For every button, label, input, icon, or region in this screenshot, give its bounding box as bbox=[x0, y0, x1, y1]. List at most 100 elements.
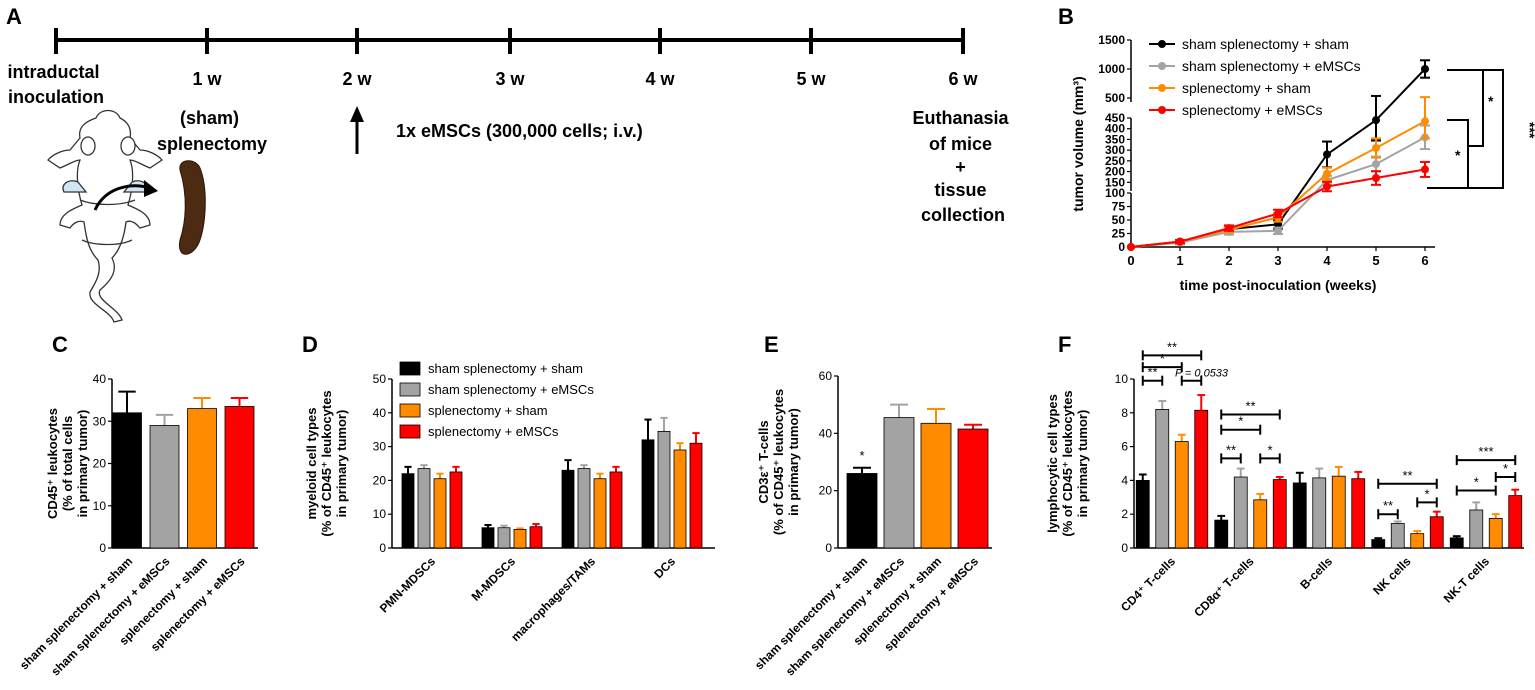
legend-swatch bbox=[399, 361, 421, 376]
bar bbox=[920, 422, 952, 549]
bar bbox=[433, 478, 447, 549]
data-point bbox=[1323, 169, 1331, 178]
panel-f: F 0 2 4 6 8 10 lymphocytic cell types(% of CD4… bbox=[1045, 332, 1524, 620]
y-tick-label: 0 bbox=[99, 541, 106, 555]
bar bbox=[593, 478, 607, 549]
start-label-line1: intraductal bbox=[7, 62, 99, 82]
timepoint-label: 4 w bbox=[645, 69, 675, 89]
y-tick-label: 400 bbox=[1105, 122, 1125, 136]
y-axis-label-line: myeloid cell types bbox=[304, 408, 319, 520]
bar bbox=[641, 439, 655, 549]
y-tick-label: 450 bbox=[1105, 111, 1125, 125]
significance-bracket bbox=[1468, 70, 1484, 147]
y-tick-label: 50 bbox=[373, 372, 387, 386]
timepoint-label: 6 w bbox=[948, 69, 978, 89]
y-tick-label: 10 bbox=[373, 507, 387, 521]
significance-label: * bbox=[1503, 461, 1508, 476]
data-point bbox=[1127, 243, 1135, 251]
bar bbox=[449, 471, 463, 549]
bar bbox=[224, 406, 255, 549]
significance-bracket bbox=[1447, 119, 1469, 188]
timepoint-label: 3 w bbox=[495, 69, 525, 89]
y-tick-label: 0 bbox=[379, 541, 386, 555]
x-tick-label: 1 bbox=[1176, 253, 1183, 268]
bar bbox=[883, 417, 915, 549]
timepoint-label: 1 w bbox=[192, 69, 222, 89]
category-label: CD4⁺ T-cells bbox=[1118, 554, 1178, 614]
data-point bbox=[1176, 237, 1184, 246]
bar bbox=[417, 468, 431, 549]
y-axis-label-line: (% of CD45⁺ leukocytes bbox=[1060, 390, 1075, 536]
bar bbox=[401, 473, 415, 549]
bar bbox=[1155, 409, 1170, 549]
timeline-ticks: 1 w 2 w 3 w 4 w 5 w 6 w bbox=[54, 28, 979, 89]
significance-label: ** bbox=[1383, 498, 1393, 513]
category-label: M-MDSCs bbox=[469, 554, 519, 604]
bar bbox=[561, 469, 575, 549]
significance-label: * bbox=[859, 448, 864, 463]
panel-c: C 0 10 20 30 40 CD45⁺ leukocytes(% of total c… bbox=[17, 332, 258, 678]
category-label: B-cells bbox=[1297, 554, 1335, 592]
data-point bbox=[1372, 143, 1380, 152]
panel-f-letter: F bbox=[1058, 332, 1071, 357]
bar bbox=[1508, 495, 1523, 549]
mouse-icon bbox=[47, 109, 163, 323]
bar bbox=[187, 408, 217, 549]
y-tick-label: 4 bbox=[1121, 473, 1128, 487]
x-tick-label: 2 bbox=[1225, 253, 1232, 268]
bar bbox=[1312, 477, 1327, 549]
y-tick-label: 100 bbox=[1105, 186, 1125, 200]
panel-b-letter: B bbox=[1058, 4, 1074, 29]
y-tick-label: 25 bbox=[1112, 227, 1126, 241]
y-tick-label: 1500 bbox=[1098, 33, 1125, 47]
significance-label: * bbox=[1424, 486, 1429, 501]
bar bbox=[1194, 409, 1209, 549]
bar bbox=[1410, 533, 1425, 549]
bar bbox=[1253, 499, 1268, 549]
category-label: DCs bbox=[651, 554, 678, 581]
bar bbox=[609, 471, 623, 549]
data-point bbox=[1274, 226, 1282, 235]
significance-label: *** bbox=[1522, 122, 1535, 139]
significance-label: ** bbox=[1402, 468, 1412, 483]
bar bbox=[513, 529, 527, 549]
x-axis-label: time post-inoculation (weeks) bbox=[1180, 277, 1377, 293]
start-label: intraductal inoculation bbox=[7, 62, 104, 107]
significance-bracket bbox=[1427, 69, 1504, 189]
bar bbox=[481, 527, 495, 549]
y-tick-label: 10 bbox=[93, 499, 107, 513]
significance-label: * bbox=[1474, 475, 1479, 490]
y-tick-label: 1000 bbox=[1098, 62, 1125, 76]
category-label: PMN-MDSCs bbox=[377, 554, 439, 616]
end-label-line1: Euthanasia bbox=[912, 108, 1009, 128]
y-axis-label-line: in primary tumor) bbox=[786, 408, 801, 516]
y-axis-label-line: (% of CD45⁺ leukocytes bbox=[771, 389, 786, 535]
panel-b: B 02550751001502002503003504004505001000… bbox=[1058, 4, 1535, 293]
bar bbox=[1214, 519, 1229, 549]
category-label: NK-T cells bbox=[1441, 554, 1493, 606]
panel-e-letter: E bbox=[764, 332, 779, 357]
legend-marker bbox=[1158, 40, 1166, 48]
y-tick-label: 150 bbox=[1105, 175, 1125, 189]
bar bbox=[1469, 509, 1484, 549]
y-axis-label: lymphocytic cell types(% of CD45⁺ leukoc… bbox=[1045, 390, 1090, 536]
y-axis-label-line: CD45⁺ leukocytes bbox=[45, 408, 60, 519]
significance-label: * bbox=[1455, 147, 1461, 163]
spleen-icon bbox=[178, 160, 206, 255]
category-label: NK cells bbox=[1370, 554, 1414, 598]
bar bbox=[1351, 478, 1366, 549]
data-point bbox=[1421, 65, 1429, 73]
significance-label: ** bbox=[1167, 339, 1177, 354]
bar bbox=[112, 412, 142, 549]
y-axis-label: CD3ε⁺ T-cells(% of CD45⁺ leukocytesin pr… bbox=[756, 389, 801, 535]
significance-label: P = 0.0533 bbox=[1175, 368, 1229, 380]
y-axis-label: CD45⁺ leukocytes(% of total cellsin prim… bbox=[45, 408, 90, 519]
x-tick-label: 3 bbox=[1274, 253, 1281, 268]
arrow-head-icon bbox=[144, 180, 158, 197]
panel-c-letter: C bbox=[52, 332, 68, 357]
significance-label: * bbox=[1267, 442, 1272, 457]
bar bbox=[1390, 523, 1405, 549]
y-tick-label: 10 bbox=[1115, 372, 1129, 386]
panel-e: E 0 20 40 60 CD3ε⁺ T-cells(% of CD45⁺ leukoc… bbox=[752, 332, 992, 678]
